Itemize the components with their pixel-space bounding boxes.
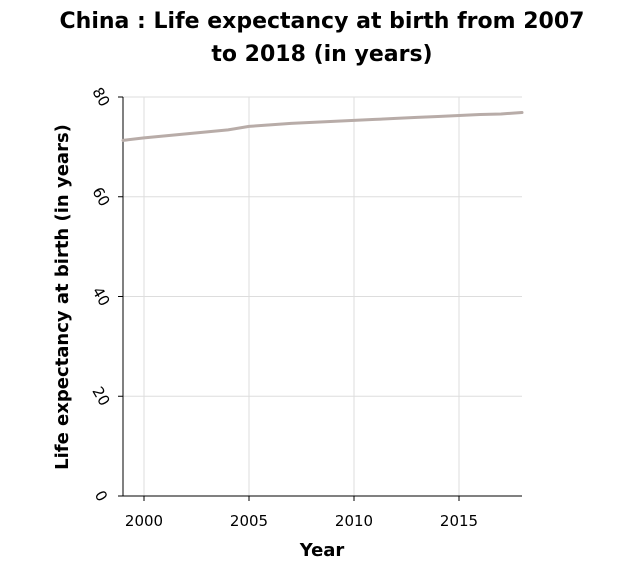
- x-axis-label: Year: [299, 540, 345, 561]
- chart-title-line-1: China : Life expectancy at birth from 20…: [60, 9, 585, 34]
- y-axis-label: Life expectancy at birth (in years): [52, 124, 73, 470]
- x-tick-label-2: 2010: [335, 512, 373, 530]
- y-tick-label-3: 60: [88, 184, 113, 210]
- y-tick-labels: 0 20 40 60 80: [88, 84, 113, 504]
- grid-lines: [123, 96, 522, 496]
- x-tick-label-3: 2015: [440, 512, 478, 530]
- x-tick-label-0: 2000: [125, 512, 163, 530]
- y-tick-label-4: 80: [88, 84, 113, 110]
- y-tick-label-2: 40: [88, 284, 113, 310]
- x-tick-labels: 2000 2005 2010 2015: [125, 512, 478, 530]
- axes: [118, 96, 522, 501]
- x-tick-label-1: 2005: [230, 512, 268, 530]
- data-series: [121, 111, 524, 142]
- series-line-0: [121, 111, 524, 142]
- chart-title-line-2: to 2018 (in years): [211, 42, 432, 67]
- y-tick-label-1: 20: [88, 383, 113, 409]
- y-tick-label-0: 0: [91, 487, 111, 504]
